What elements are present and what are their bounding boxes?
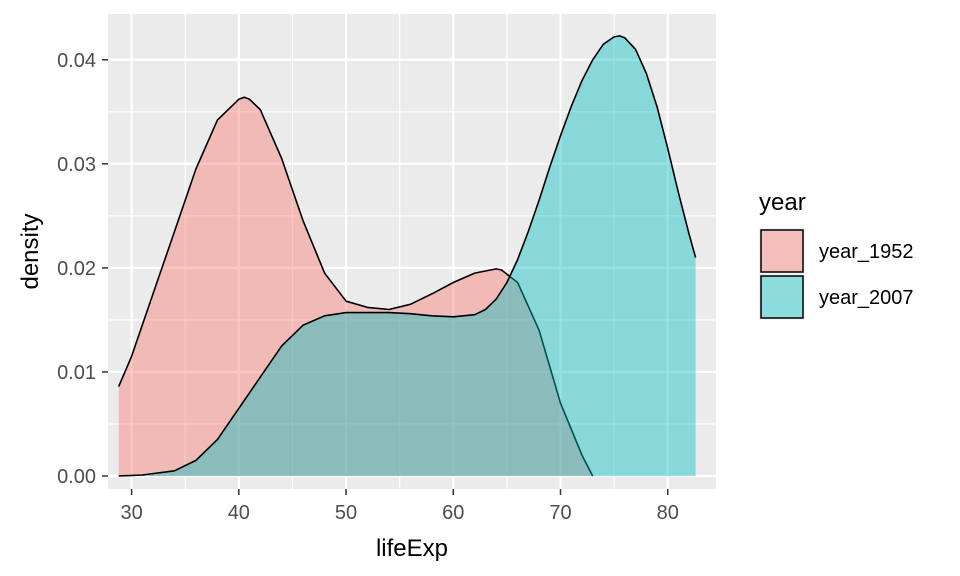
y-axis-title: density [17, 213, 44, 289]
y-tick-label: 0.01 [57, 362, 96, 384]
x-tick-label: 50 [335, 502, 357, 524]
area-year-1952-fill [118, 97, 593, 476]
legend-label-year-1952: year_1952 [819, 241, 914, 263]
legend-swatch-year-2007 [760, 275, 804, 319]
x-tick-label: 40 [228, 502, 250, 524]
area-year-2007-fill [118, 35, 696, 477]
x-axis-title: lifeExp [376, 535, 448, 562]
x-tick-label: 70 [549, 502, 571, 524]
legend-label-year-2007: year_2007 [819, 287, 914, 309]
y-tick-label: 0.02 [57, 258, 96, 280]
legend-title: year [759, 189, 806, 216]
x-axis: 30 40 50 60 70 80 [120, 489, 679, 524]
area-year-1952-outline [117, 96, 594, 477]
legend: year year_1952 year_2007 [759, 189, 914, 320]
x-tick-label: 60 [442, 502, 464, 524]
legend-key-bg [759, 228, 805, 274]
area-year-2007-outline [118, 35, 697, 477]
x-tick-label: 30 [120, 502, 142, 524]
density-areas [117, 35, 697, 477]
legend-key-bg [759, 274, 805, 320]
y-tick-label: 0.03 [57, 154, 96, 176]
y-tick-label: 0.04 [57, 50, 96, 72]
legend-swatch-year-1952 [760, 229, 804, 273]
grid-lines [108, 14, 716, 489]
y-tick-label: 0.00 [57, 466, 96, 488]
y-axis: 0.00 0.01 0.02 0.03 0.04 [57, 50, 108, 488]
x-tick-label: 80 [657, 502, 679, 524]
